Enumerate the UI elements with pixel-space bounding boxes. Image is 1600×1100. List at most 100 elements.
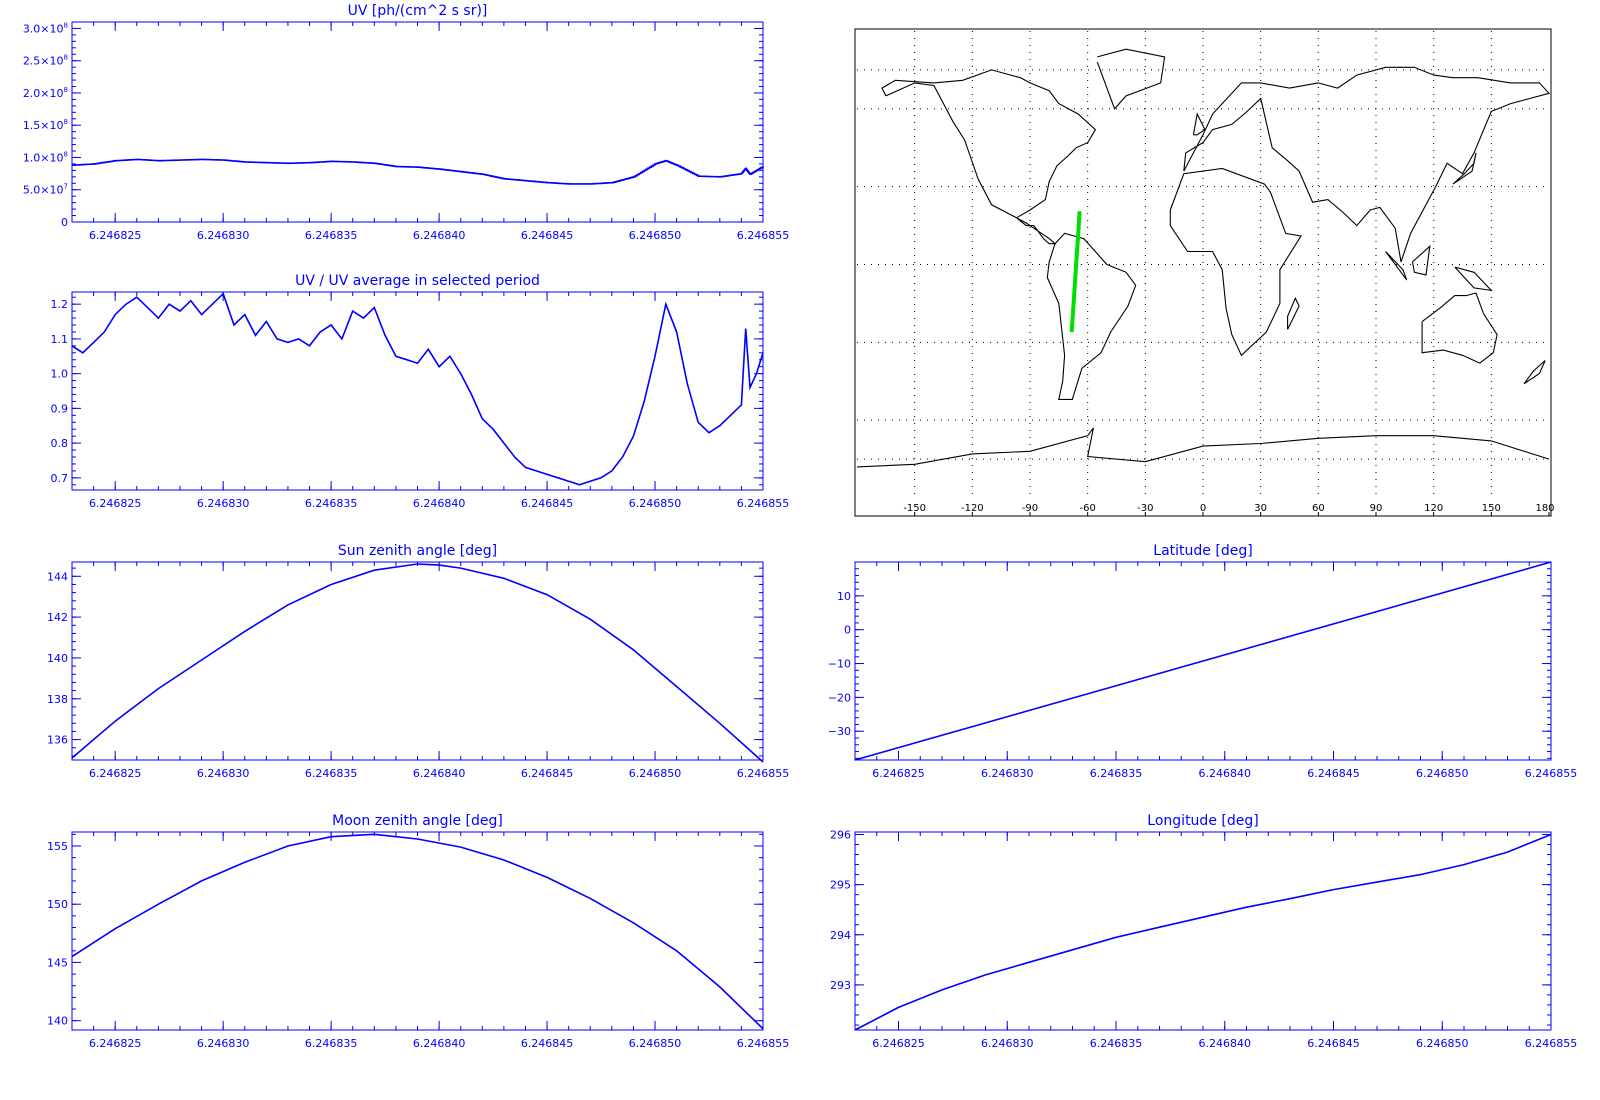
x-tick-label: 6.246835 (305, 229, 358, 242)
coastline-south-america (1046, 232, 1137, 400)
x-tick-label: 6.246835 (1090, 1037, 1143, 1050)
coastline-japan (1452, 152, 1477, 185)
x-tick-label: 6.246835 (305, 767, 358, 780)
lon-tick-label: 150 (1482, 503, 1501, 514)
panel-lon: Longitude [deg] 6.246825 6.246830 6.246835 6… (830, 813, 1577, 1050)
y-tick-label: 1.2 (51, 298, 69, 311)
series-line (854, 833, 1552, 1031)
y-tick-exponent: 8 (64, 118, 68, 126)
x-tick-label: 6.246855 (737, 497, 790, 510)
x-tick-label: 6.246830 (197, 767, 250, 780)
coastline-central-america (1016, 217, 1057, 245)
y-tick-label: 2.5×108 (23, 54, 68, 68)
chart-title: UV / UV average in selected period (295, 273, 540, 289)
lon-tick-label: -150 (903, 503, 926, 514)
lon-tick-label: 90 (1370, 503, 1383, 514)
coastline-sumatra (1385, 251, 1408, 281)
y-tick-label: 1.1 (51, 333, 69, 346)
series-line (854, 561, 1552, 761)
lon-tick-label: -120 (961, 503, 984, 514)
x-tick-label: 6.246840 (413, 767, 466, 780)
x-tick-label: 6.246830 (981, 767, 1034, 780)
y-tick-mantissa: 5.0×10 (23, 184, 64, 197)
x-tick-label: 6.246850 (629, 497, 682, 510)
y-tick-mantissa: 2.0×10 (23, 87, 64, 100)
x-tick-label: 6.246840 (413, 497, 466, 510)
coastline-australia (1421, 292, 1498, 364)
y-tick-label: 136 (47, 734, 68, 747)
panel-map: -150 -120 -90 -60 -30 0 30 60 90 120 150 180 (854, 28, 1555, 517)
x-tick-label: 6.246850 (629, 229, 682, 242)
x-tick-label: 6.246845 (521, 1037, 574, 1050)
y-tick-exponent: 8 (64, 150, 68, 158)
x-tick-label: 6.246855 (737, 1037, 790, 1050)
y-tick-mantissa: 2.5×10 (23, 55, 64, 68)
y-tick-mantissa: 3.0×10 (23, 22, 64, 35)
panel-moon: Moon zenith angle [deg] 6.246825 6.246830 6… (47, 813, 789, 1050)
chart-title: UV [ph/(cm^2 s sr)] (348, 3, 488, 19)
y-tick-label: 0.9 (51, 402, 69, 415)
panel-uv: UV [ph/(cm^2 s sr)] 6.246825 6.246830 6.246… (23, 3, 789, 242)
plot-frame (71, 831, 764, 1031)
y-tick-label: 144 (47, 570, 68, 583)
x-tick-label: 6.246830 (981, 1037, 1034, 1050)
y-tick-label: 2.0×108 (23, 86, 68, 100)
x-tick-label: 6.246830 (197, 229, 250, 242)
y-tick-label: 5.0×107 (23, 183, 68, 197)
y-tick-label: 140 (47, 1015, 68, 1028)
y-tick-label: 1.0×108 (23, 150, 68, 164)
x-tick-label: 6.246845 (521, 229, 574, 242)
y-tick-exponent: 8 (64, 86, 68, 94)
series-line (71, 833, 764, 1030)
x-tick-label: 6.246850 (629, 1037, 682, 1050)
series-line (71, 563, 764, 763)
y-tick-label: 142 (47, 611, 68, 624)
y-tick-exponent: 7 (64, 183, 68, 191)
x-tick-label: 6.246855 (737, 229, 790, 242)
coastline-new-zealand (1523, 360, 1546, 385)
satellite-track (1069, 211, 1082, 333)
y-tick-label: 0.7 (51, 472, 69, 485)
plot-frame (71, 561, 764, 761)
coastline-north-america (881, 69, 1097, 219)
lon-tick-label: 120 (1424, 503, 1443, 514)
coastline-great-britain (1192, 112, 1206, 136)
coastline-antarctica (856, 427, 1550, 468)
y-tick-label: 0 (844, 624, 851, 637)
x-tick-label: 6.246840 (1199, 1037, 1252, 1050)
x-tick-label: 6.246855 (1525, 1037, 1578, 1050)
y-tick-label: 0.8 (51, 437, 69, 450)
y-tick-label: −20 (828, 691, 851, 704)
y-tick-label: 155 (47, 840, 68, 853)
coastline-greenland (1096, 48, 1166, 110)
y-tick-label: 0 (61, 216, 68, 229)
lon-tick-label: -90 (1022, 503, 1038, 514)
coastline-eurasia (1183, 66, 1551, 263)
plot-frame (71, 291, 764, 491)
x-tick-label: 6.246830 (197, 497, 250, 510)
x-tick-label: 6.246845 (1307, 767, 1360, 780)
y-tick-exponent: 8 (64, 21, 68, 29)
lon-tick-label: 60 (1312, 503, 1325, 514)
coastline-new-guinea (1454, 266, 1493, 292)
x-tick-label: 6.246840 (413, 229, 466, 242)
chart-title: Moon zenith angle [deg] (332, 813, 503, 829)
lon-tick-label: -30 (1137, 503, 1153, 514)
coastline-borneo (1411, 244, 1431, 276)
y-tick-label: 138 (47, 693, 68, 706)
lon-tick-label: 30 (1254, 503, 1267, 514)
y-tick-label: 295 (830, 879, 851, 892)
y-tick-label: 296 (830, 829, 851, 842)
series-line (72, 158, 764, 185)
y-tick-label: −10 (828, 658, 851, 671)
chart-title: Latitude [deg] (1153, 543, 1252, 559)
lon-tick-label: 180 (1535, 503, 1554, 514)
x-tick-label: 6.246835 (305, 497, 358, 510)
y-tick-label: 150 (47, 898, 68, 911)
x-tick-label: 6.246850 (629, 767, 682, 780)
chart-title: Longitude [deg] (1147, 813, 1258, 829)
y-tick-mantissa: 1.5×10 (23, 119, 64, 132)
plot-frame (71, 21, 764, 223)
coastline-africa (1169, 167, 1302, 357)
